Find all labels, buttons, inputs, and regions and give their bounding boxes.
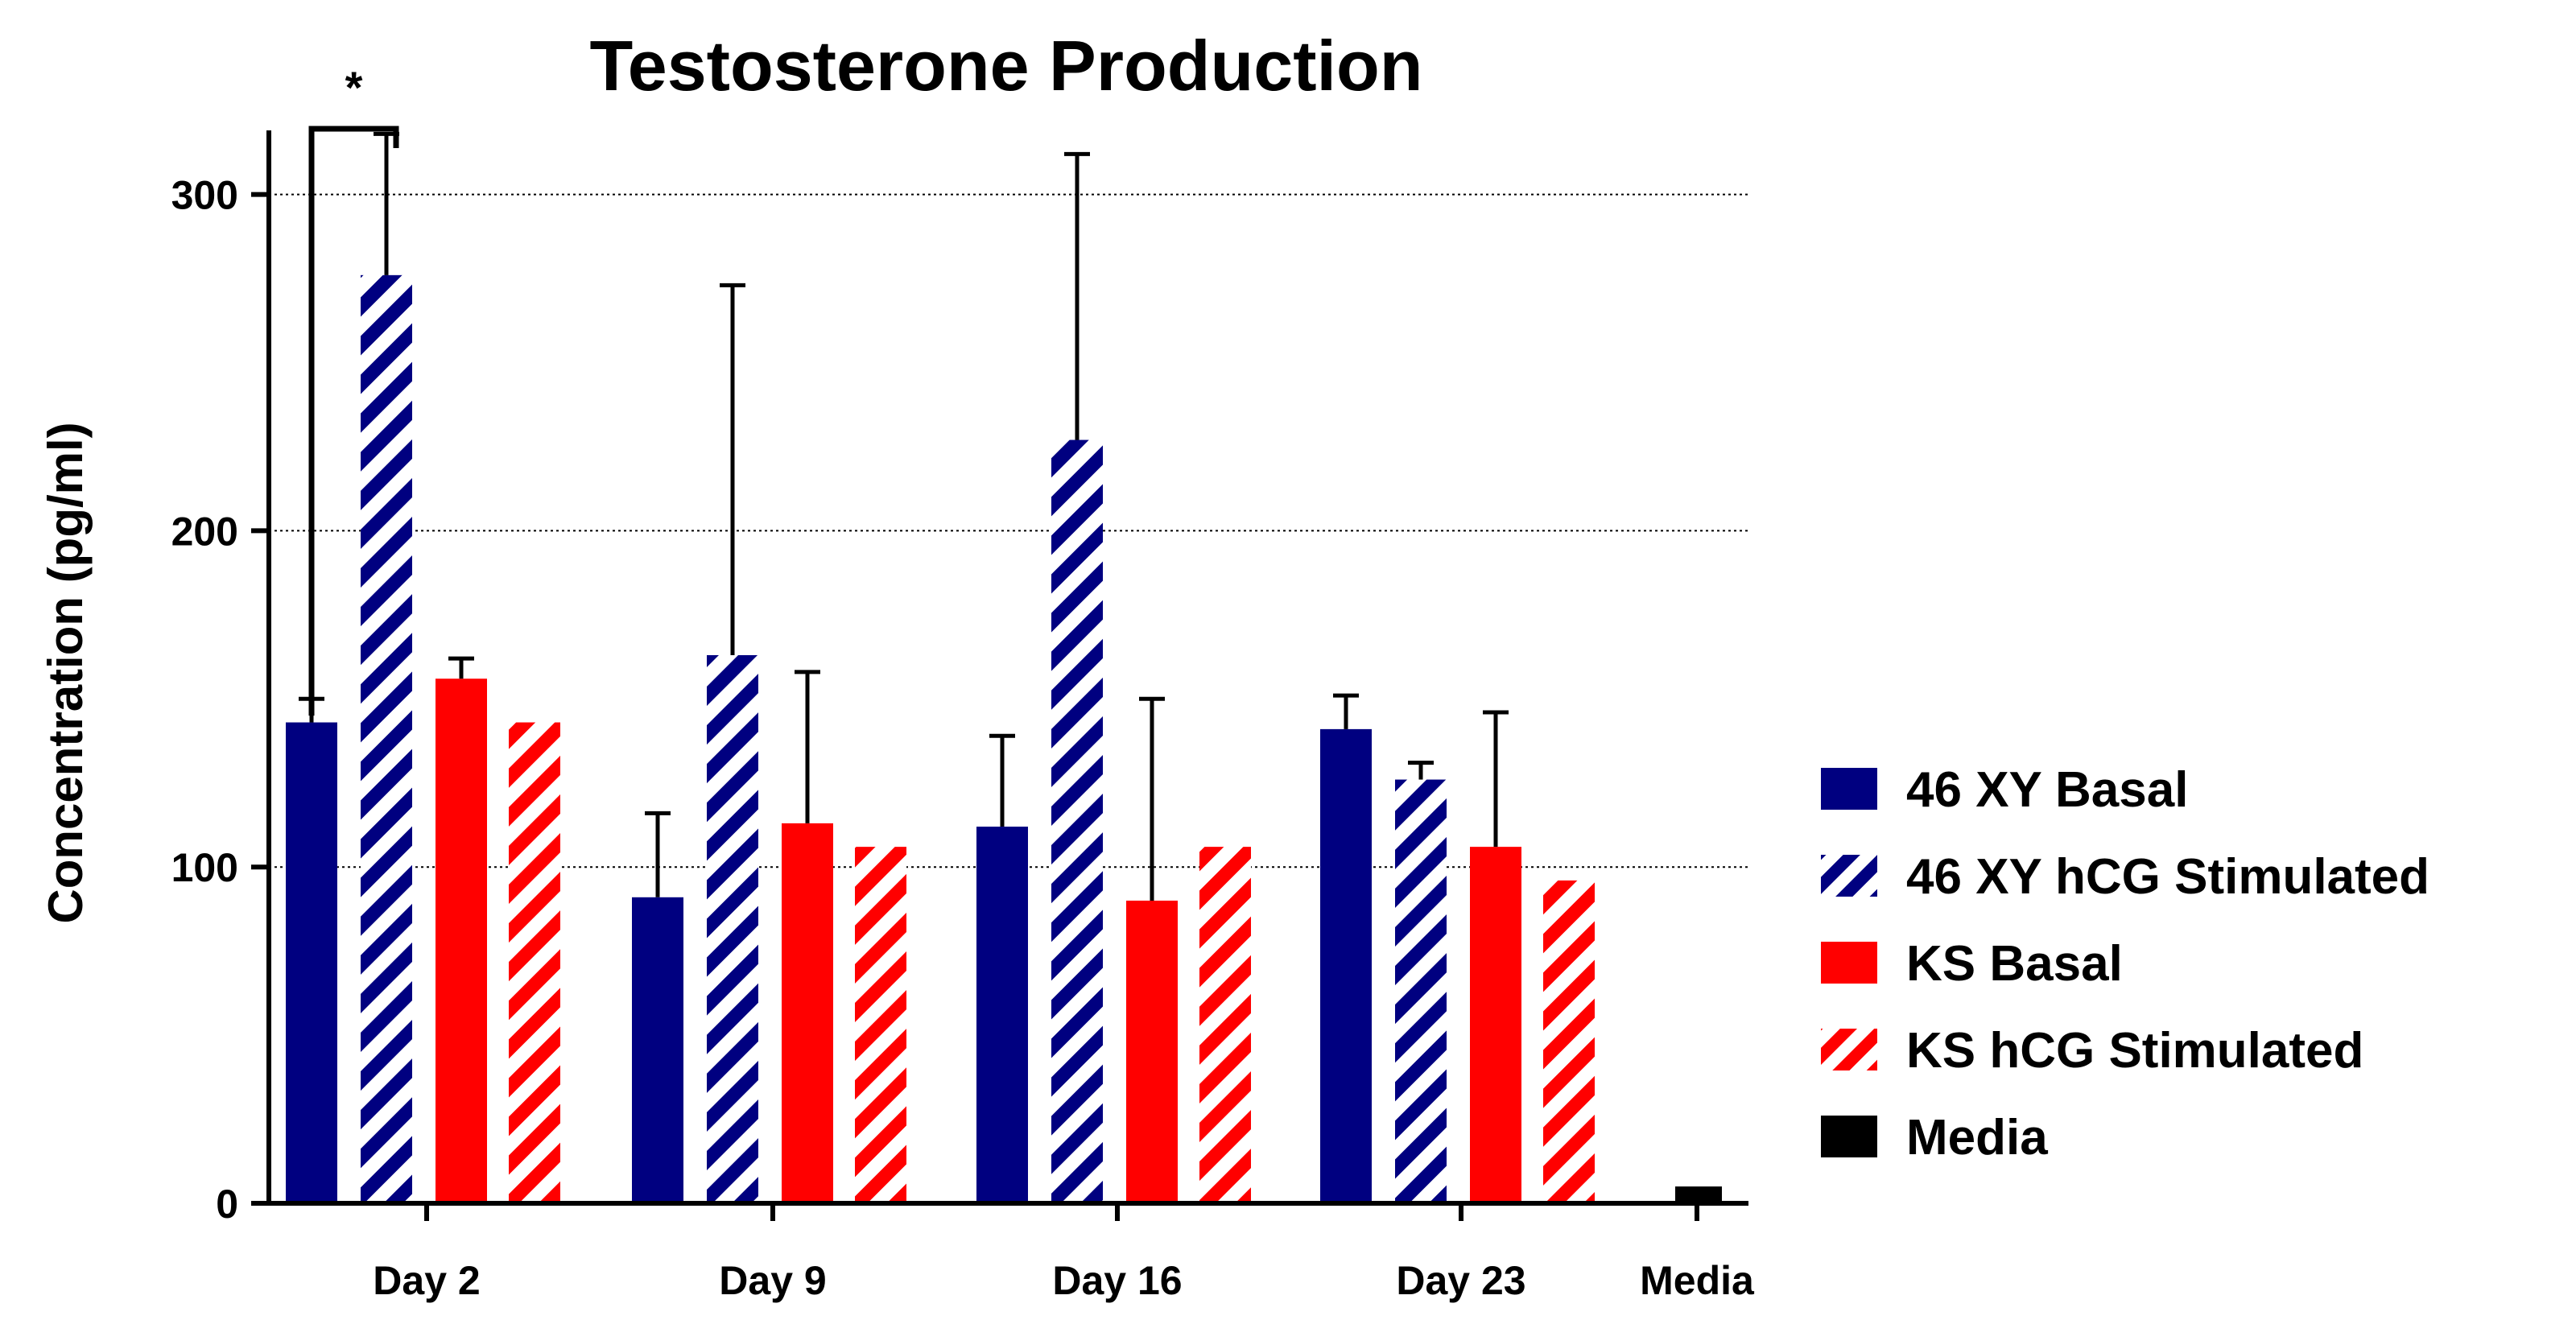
significance-star: * [345, 62, 363, 113]
legend-swatch-ks-hcg-stimulated [1821, 1029, 1877, 1070]
bar-ks-basal-day-9 [782, 823, 833, 1203]
bar-ks-basal-day-2 [436, 679, 487, 1203]
bar-46-xy-basal-day-9 [632, 897, 683, 1203]
legend-swatch-46-xy-hcg-stimulated [1821, 855, 1877, 897]
legend-label-media: Media [1906, 1110, 2048, 1165]
y-tick-label-100: 100 [171, 845, 238, 890]
gridlines [269, 193, 1748, 868]
bar-46-xy-basal-day-16 [976, 827, 1028, 1203]
bar-ks-hcg-stimulated-day-16 [1199, 847, 1251, 1203]
legend-label-46-xy-hcg-stimulated: 46 XY hCG Stimulated [1906, 849, 2429, 905]
y-tick-label-300: 300 [171, 173, 238, 218]
x-tick-label-day-2: Day 2 [373, 1258, 480, 1303]
significance-bracket [308, 126, 399, 716]
bar-ks-hcg-stimulated-day-9 [855, 847, 906, 1203]
y-tick-label-0: 0 [216, 1182, 238, 1227]
bar-46-xy-basal-day-23 [1320, 728, 1372, 1203]
bar-ks-hcg-stimulated-day-23 [1543, 880, 1595, 1203]
legend-swatch-media [1821, 1116, 1877, 1157]
legend-swatch-ks-basal [1821, 942, 1877, 984]
x-tick-label-media: Media [1640, 1258, 1755, 1303]
bar-46-xy-hcg-stimulated-day-9 [707, 654, 758, 1203]
axes [251, 130, 1748, 1221]
legend-swatch-46-xy-basal [1821, 768, 1877, 810]
x-tick-label-day-16: Day 16 [1052, 1258, 1182, 1303]
bar-46-xy-hcg-stimulated-day-16 [1051, 439, 1103, 1203]
bar-46-xy-hcg-stimulated-day-2 [361, 274, 412, 1203]
bar-ks-basal-day-23 [1470, 847, 1521, 1203]
bar-media-media [1675, 1186, 1722, 1203]
x-tick-label-day-9: Day 9 [719, 1258, 826, 1303]
x-tick-label-day-23: Day 23 [1396, 1258, 1525, 1303]
y-axis-label: Concentration (pg/ml) [39, 422, 93, 923]
bar-46-xy-basal-day-2 [286, 722, 337, 1203]
bars [286, 274, 1722, 1203]
y-tick-labels: 0 100 200 300 [171, 173, 238, 1227]
error-bars [299, 131, 1509, 901]
y-tick-label-200: 200 [171, 509, 238, 554]
chart-title: Testosterone Production [590, 26, 1423, 105]
bar-46-xy-hcg-stimulated-day-23 [1395, 779, 1447, 1203]
legend-label-46-xy-basal: 46 XY Basal [1906, 762, 2188, 818]
legend-label-ks-basal: KS Basal [1906, 936, 2123, 992]
bar-ks-basal-day-16 [1126, 900, 1178, 1203]
bar-ks-hcg-stimulated-day-2 [509, 722, 560, 1203]
x-tick-labels: Day 2 Day 9 Day 16 Day 23 Media [373, 1258, 1755, 1303]
significance-annotation: * [308, 62, 399, 716]
legend-label-ks-hcg-stimulated: KS hCG Stimulated [1906, 1023, 2363, 1079]
legend: 46 XY Basal 46 XY hCG Stimulated KS Basal K… [1821, 762, 2429, 1165]
